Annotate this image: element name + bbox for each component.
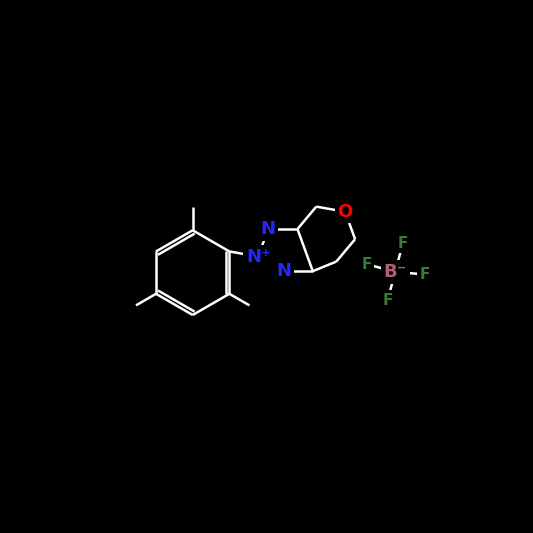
Text: F: F [383,293,393,308]
Text: B⁻: B⁻ [384,263,407,281]
Text: N⁺: N⁺ [246,247,271,265]
Text: F: F [419,267,430,282]
Text: O: O [337,203,353,221]
Text: N: N [261,220,276,238]
Text: F: F [398,236,408,251]
Text: F: F [362,257,372,272]
Text: N: N [276,262,291,280]
